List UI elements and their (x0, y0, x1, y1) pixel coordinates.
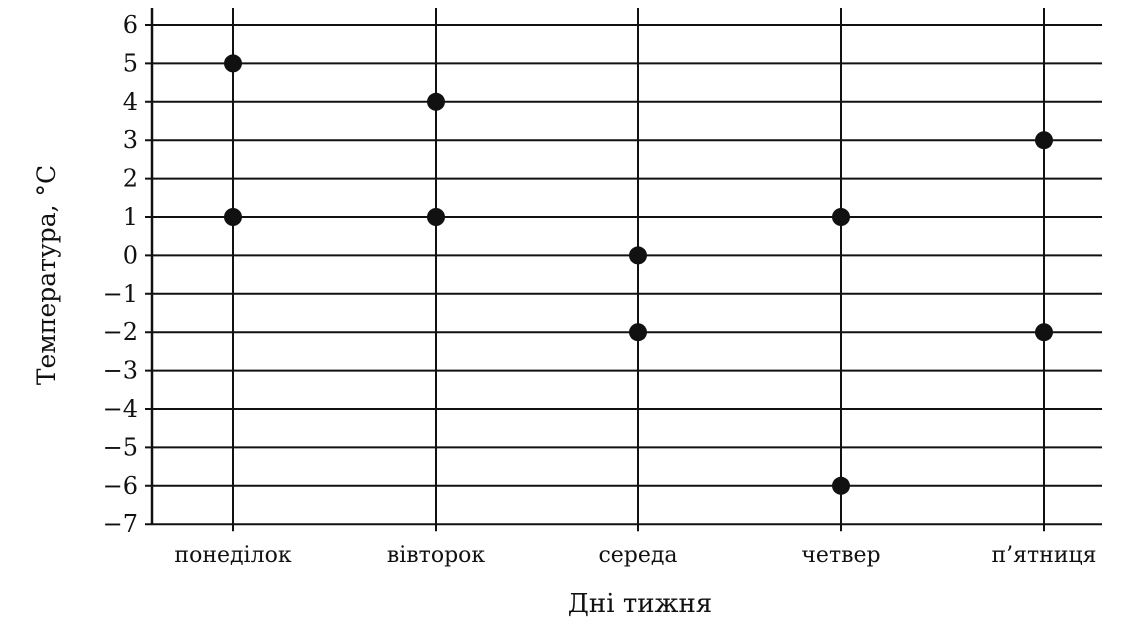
data-point (1035, 131, 1053, 150)
x-axis-label: Дні тижня (568, 589, 712, 619)
x-tick-labels: понеділок вівторок середа четвер п’ятниця (174, 543, 1096, 568)
y-tick-label: 0 (123, 241, 138, 269)
x-tick-label: четвер (801, 543, 880, 568)
y-tick-label: −4 (103, 395, 138, 423)
data-point (427, 208, 445, 226)
y-tick-label: −5 (103, 433, 138, 461)
y-tick-label: 1 (123, 203, 138, 231)
y-tick-label: −2 (103, 318, 138, 346)
y-tick-label: −6 (103, 472, 138, 500)
data-points (224, 54, 1053, 495)
data-point (1035, 323, 1053, 342)
y-tick-label: 3 (123, 126, 138, 154)
grid (145, 8, 1102, 532)
x-tick-label: п’ятниця (991, 543, 1096, 568)
y-tick-label: −3 (103, 357, 138, 385)
x-tick-label: понеділок (174, 543, 291, 568)
y-tick-label: −7 (103, 510, 138, 538)
y-tick-label: 6 (123, 11, 138, 39)
data-point (224, 208, 242, 226)
x-tick-label: середа (598, 543, 677, 568)
y-axis-label: Температура, °C (32, 165, 61, 385)
y-tick-label: 2 (123, 165, 138, 193)
y-tick-labels: 6 5 4 3 2 1 0 −1 −2 −3 −4 −5 −6 −7 (103, 11, 138, 538)
x-tick-label: вівторок (387, 543, 486, 568)
data-point (427, 92, 445, 111)
y-tick-label: −1 (103, 280, 138, 308)
data-point (832, 476, 850, 495)
data-point (224, 54, 242, 73)
data-point (629, 246, 647, 265)
y-tick-label: 4 (123, 88, 138, 116)
data-point (629, 323, 647, 342)
data-point (832, 208, 850, 226)
y-tick-label: 5 (123, 49, 138, 77)
